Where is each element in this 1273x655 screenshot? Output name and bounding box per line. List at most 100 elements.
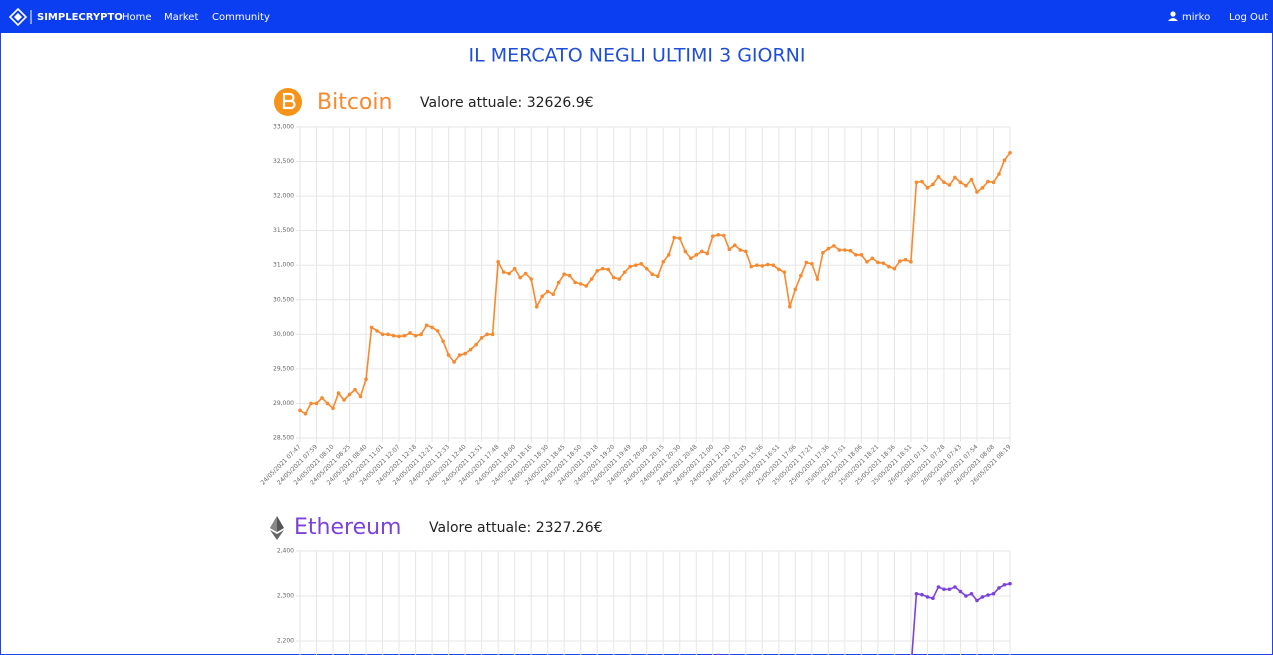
data-point (600, 266, 605, 271)
y-tick-label: 29,000 (273, 400, 294, 407)
data-point (441, 339, 445, 344)
data-point (699, 249, 704, 254)
data-point (771, 263, 776, 268)
data-point (804, 260, 809, 265)
data-point (876, 260, 880, 265)
data-point (980, 186, 985, 190)
data-point (617, 277, 622, 281)
data-point (622, 270, 627, 274)
data-point (942, 180, 946, 185)
data-point (870, 256, 875, 261)
data-point (914, 591, 919, 596)
data-point (380, 332, 385, 337)
data-point (710, 234, 715, 238)
data-point (909, 259, 913, 264)
data-point (551, 292, 555, 297)
navbar (0, 0, 1273, 33)
nav-link[interactable]: Community (212, 12, 270, 23)
data-point (1008, 150, 1012, 155)
ethereum-icon (270, 516, 284, 540)
data-point (986, 179, 990, 184)
data-point (953, 585, 957, 589)
logout-link[interactable]: Log Out (1229, 12, 1268, 23)
nav-link[interactable]: Market (164, 12, 198, 23)
data-point (964, 183, 968, 188)
data-point (898, 259, 902, 263)
data-point (655, 274, 660, 279)
data-point (733, 243, 737, 247)
data-point (567, 273, 572, 278)
data-point (788, 304, 792, 309)
data-point (991, 180, 996, 185)
y-tick-label: 33,000 (273, 124, 294, 131)
data-point (584, 284, 589, 288)
brand[interactable]: SIMPLECRYPTO (37, 12, 123, 23)
data-point (523, 271, 528, 276)
chart-subtitle: Valore attuale: 2327.26€ (429, 520, 603, 536)
data-point (463, 351, 467, 356)
data-point (419, 332, 423, 337)
data-point (903, 257, 908, 262)
chart-subtitle: Valore attuale: 32626.9€ (420, 95, 594, 111)
data-point (309, 401, 313, 406)
nav-link[interactable]: Home (122, 12, 152, 23)
data-point (518, 275, 522, 280)
data-point (969, 177, 974, 182)
data-point (782, 270, 787, 274)
data-point (666, 253, 671, 257)
chart-title: Bitcoin (317, 90, 392, 115)
data-point (633, 263, 638, 268)
data-point (947, 183, 952, 187)
y-tick-label: 32,500 (273, 158, 294, 165)
data-point (540, 294, 544, 299)
brand-logo[interactable] (8, 7, 32, 27)
bitcoin-icon (274, 88, 302, 116)
data-point (997, 586, 1001, 590)
user-name[interactable]: mirko (1182, 12, 1210, 23)
data-point (964, 594, 968, 598)
data-point (479, 335, 484, 340)
data-point (865, 259, 869, 264)
data-point (683, 249, 688, 254)
data-point (413, 333, 418, 338)
data-point (688, 256, 693, 261)
data-point (920, 179, 924, 184)
data-point (650, 272, 655, 277)
data-point (721, 233, 726, 238)
data-point (975, 598, 979, 603)
data-point (314, 401, 319, 406)
data-point (843, 248, 847, 252)
data-point (799, 273, 803, 278)
data-point (986, 593, 990, 597)
data-point (512, 266, 517, 271)
data-point (408, 331, 412, 335)
data-point (766, 262, 770, 267)
data-point (529, 277, 533, 281)
data-point (320, 396, 324, 400)
chart-title: Ethereum (294, 515, 401, 540)
data-point (562, 272, 566, 277)
data-point (452, 360, 456, 364)
data-point (694, 253, 699, 257)
data-point (358, 394, 363, 399)
data-point (545, 289, 550, 294)
data-point (947, 587, 952, 592)
data-point (457, 353, 462, 357)
data-point (644, 266, 649, 271)
data-point (661, 259, 666, 264)
data-point (810, 262, 814, 266)
data-point (342, 398, 346, 402)
data-point (744, 249, 748, 254)
data-point (507, 271, 511, 276)
data-point (501, 270, 506, 274)
y-tick-label: 30,500 (273, 296, 294, 303)
data-point (936, 174, 941, 179)
data-point (975, 190, 979, 194)
data-point (793, 287, 798, 292)
y-tick-label: 28,500 (273, 435, 294, 442)
data-point (881, 261, 886, 265)
data-point (391, 333, 396, 338)
